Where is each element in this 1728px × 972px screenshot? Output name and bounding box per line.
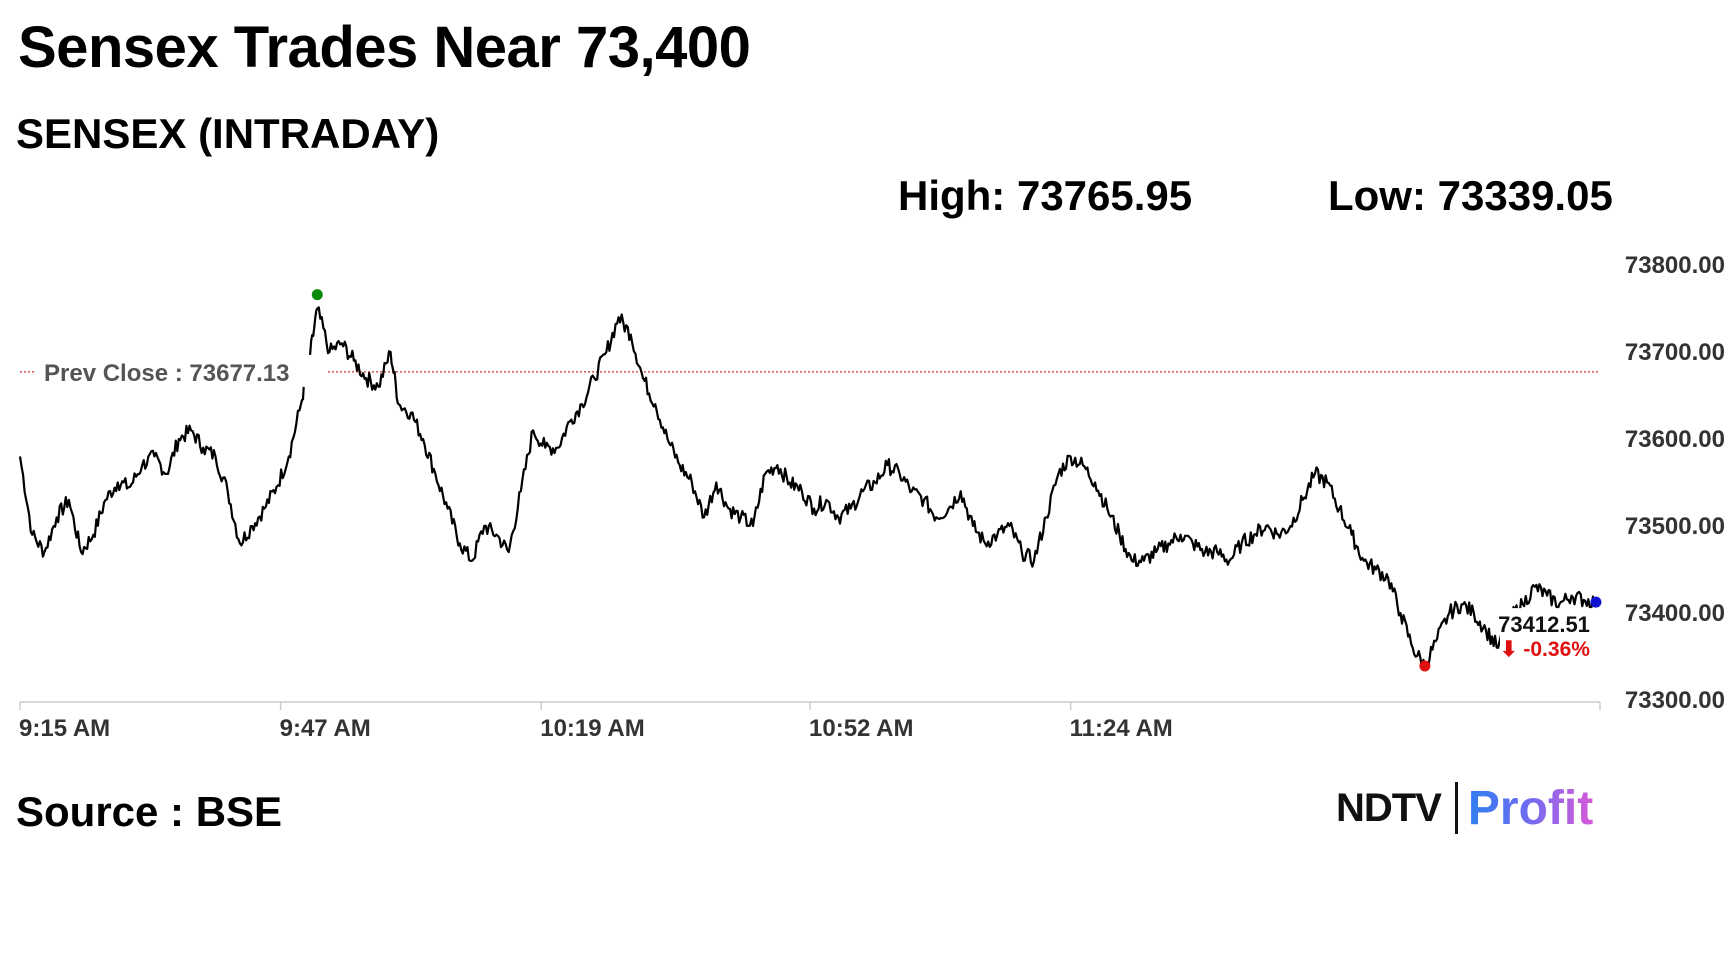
y-tick-label: 73700.00 bbox=[1625, 339, 1725, 366]
last-change-label: ⬇ -0.36% bbox=[1500, 638, 1590, 661]
chart-subtitle: SENSEX (INTRADAY) bbox=[16, 110, 440, 157]
high-marker bbox=[311, 289, 323, 301]
logo-ndtv-text: NDTV bbox=[1336, 785, 1442, 830]
low-value: Low: 73339.05 bbox=[1328, 172, 1613, 219]
prev-close-label-bg bbox=[36, 354, 326, 387]
source-label: Source : BSE bbox=[16, 788, 283, 835]
logo-divider bbox=[1454, 782, 1458, 834]
x-tick-label: 10:19 AM bbox=[540, 715, 644, 742]
y-tick-label: 73600.00 bbox=[1625, 426, 1725, 453]
ndtv-profit-logo: NDTV Profit bbox=[1336, 778, 1593, 838]
x-tick-label: 11:24 AM bbox=[1070, 715, 1173, 742]
logo-profit-text: Profit bbox=[1467, 781, 1594, 835]
y-tick-label: 73300.00 bbox=[1625, 687, 1725, 714]
last-marker bbox=[1590, 596, 1602, 608]
y-tick-label: 73800.00 bbox=[1625, 252, 1725, 279]
prev-close-label: Prev Close : 73677.13 bbox=[44, 360, 290, 387]
x-tick-label: 10:52 AM bbox=[809, 715, 913, 742]
headline: Sensex Trades Near 73,400 bbox=[18, 15, 751, 80]
last-value-label: 73412.51 bbox=[1498, 612, 1590, 637]
x-tick-label: 9:15 AM bbox=[19, 715, 110, 742]
price-line bbox=[18, 306, 1597, 669]
high-value: High: 73765.95 bbox=[898, 172, 1193, 219]
x-tick-label: 9:47 AM bbox=[280, 715, 371, 742]
y-tick-label: 73500.00 bbox=[1625, 513, 1725, 540]
intraday-chart: 73800.00 73700.00 73600.00 73500.00 73400.00… bbox=[18, 252, 1725, 742]
low-marker bbox=[1419, 660, 1431, 672]
y-tick-label: 73400.00 bbox=[1625, 600, 1725, 627]
last-label-bg bbox=[1500, 608, 1600, 665]
